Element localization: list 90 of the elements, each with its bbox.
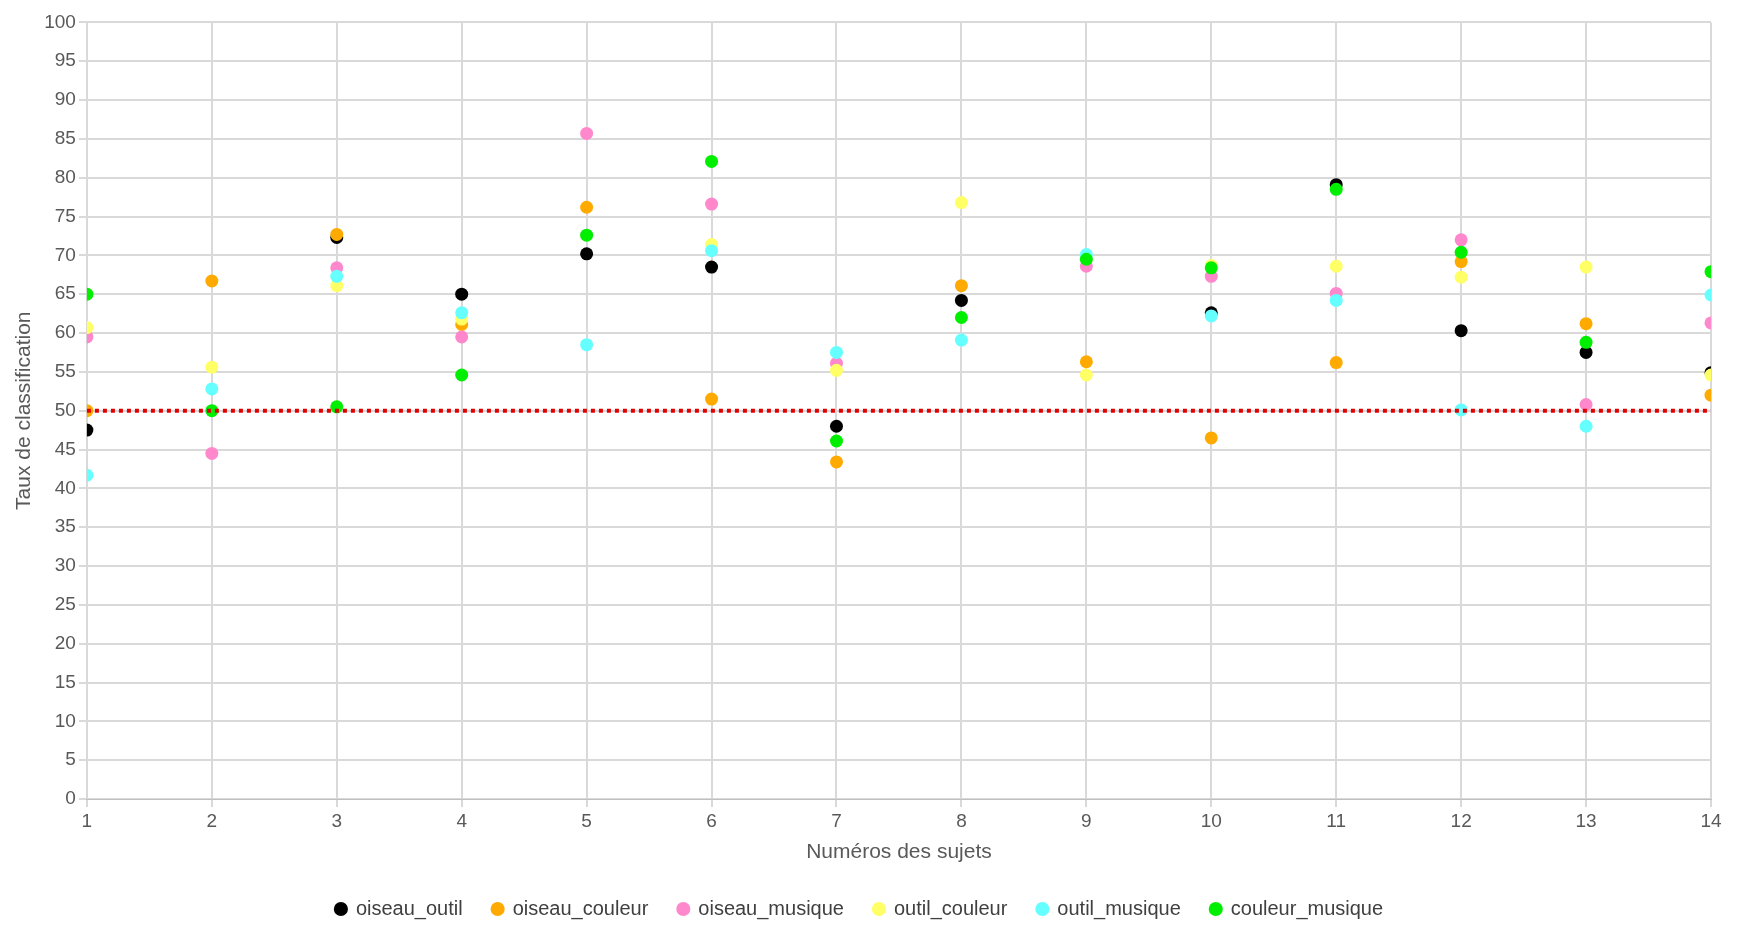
point: [829, 419, 843, 433]
x-tick-label: 2: [206, 809, 218, 831]
x-tick-label: 5: [581, 809, 592, 831]
y-tick-label: 10: [54, 709, 76, 731]
point: [954, 279, 968, 293]
y-tick-label: 65: [54, 282, 76, 304]
y-tick-label: 40: [54, 476, 76, 498]
point: [1329, 259, 1343, 273]
point: [1579, 419, 1593, 433]
point: [705, 260, 719, 274]
point: [580, 338, 594, 352]
x-axis-title: Numéros des sujets: [806, 839, 992, 863]
x-tick-label: 9: [1081, 809, 1092, 831]
y-tick-label: 55: [54, 360, 76, 382]
y-tick-label: 85: [54, 127, 76, 149]
point: [1329, 356, 1343, 370]
x-tick-label: 13: [1575, 809, 1597, 831]
legend-label: couleur_musique: [1230, 896, 1384, 920]
point: [829, 345, 843, 359]
point: [580, 228, 594, 242]
point: [954, 196, 968, 210]
legend-label: outil_musique: [1057, 896, 1181, 920]
point: [829, 363, 843, 377]
point: [705, 197, 719, 211]
y-tick-label: 60: [54, 321, 76, 343]
y-tick-label: 75: [54, 204, 76, 226]
point: [580, 200, 594, 214]
y-tick-label: 0: [65, 787, 76, 809]
y-tick-label: 30: [54, 554, 76, 576]
point: [1204, 431, 1218, 445]
point: [580, 247, 594, 261]
point: [1079, 355, 1093, 369]
y-axis-title: Taux de classification: [11, 311, 35, 510]
point: [829, 434, 843, 448]
legend-label: oiseau_outil: [355, 896, 463, 920]
point: [455, 287, 469, 301]
point: [205, 360, 219, 374]
point: [954, 333, 968, 347]
x-tick-label: 11: [1326, 809, 1347, 831]
x-tick-label: 7: [831, 809, 842, 831]
y-tick-label: 20: [54, 631, 76, 653]
point: [1454, 324, 1468, 338]
point: [705, 392, 719, 406]
y-tick-label: 50: [54, 398, 76, 420]
legend-label: oiseau_couleur: [512, 896, 649, 920]
point: [705, 154, 719, 168]
point: [205, 274, 219, 288]
x-tick-label: 14: [1700, 809, 1722, 831]
x-tick-label: 6: [706, 809, 717, 831]
y-tick-label: 100: [44, 10, 76, 32]
legend-label: outil_couleur: [893, 896, 1008, 920]
point: [1579, 397, 1593, 411]
point: [829, 455, 843, 469]
legend-label: oiseau_musique: [698, 896, 844, 920]
x-tick-label: 12: [1450, 809, 1472, 831]
point: [1079, 368, 1093, 382]
point: [1329, 182, 1343, 196]
y-tick-label: 70: [54, 243, 76, 265]
point: [1079, 252, 1093, 266]
y-tick-label: 15: [54, 670, 76, 692]
point: [455, 368, 469, 382]
point: [1454, 233, 1468, 247]
x-tick-label: 1: [81, 809, 93, 831]
y-tick-label: 80: [54, 165, 76, 187]
point: [455, 330, 469, 344]
x-tick-label: 8: [956, 809, 967, 831]
x-tick-label: 3: [331, 809, 343, 831]
point: [330, 269, 344, 283]
point: [205, 446, 219, 460]
point: [1579, 335, 1593, 349]
point: [954, 293, 968, 307]
point: [1329, 293, 1343, 307]
y-tick-label: 45: [54, 437, 76, 459]
y-tick-label: 90: [54, 88, 76, 110]
x-tick-label: 4: [456, 809, 468, 831]
point: [580, 126, 594, 140]
y-tick-label: 35: [54, 515, 76, 537]
y-tick-label: 95: [54, 49, 76, 71]
y-tick-label: 5: [65, 748, 76, 770]
point: [705, 244, 719, 258]
point: [1454, 270, 1468, 284]
x-tick-label: 10: [1200, 809, 1222, 831]
point: [330, 227, 344, 241]
point: [1579, 317, 1593, 331]
point: [954, 311, 968, 325]
y-tick-label: 25: [54, 593, 76, 615]
point: [1579, 260, 1593, 274]
point: [205, 382, 219, 396]
point: [455, 306, 469, 320]
point: [1454, 245, 1468, 259]
